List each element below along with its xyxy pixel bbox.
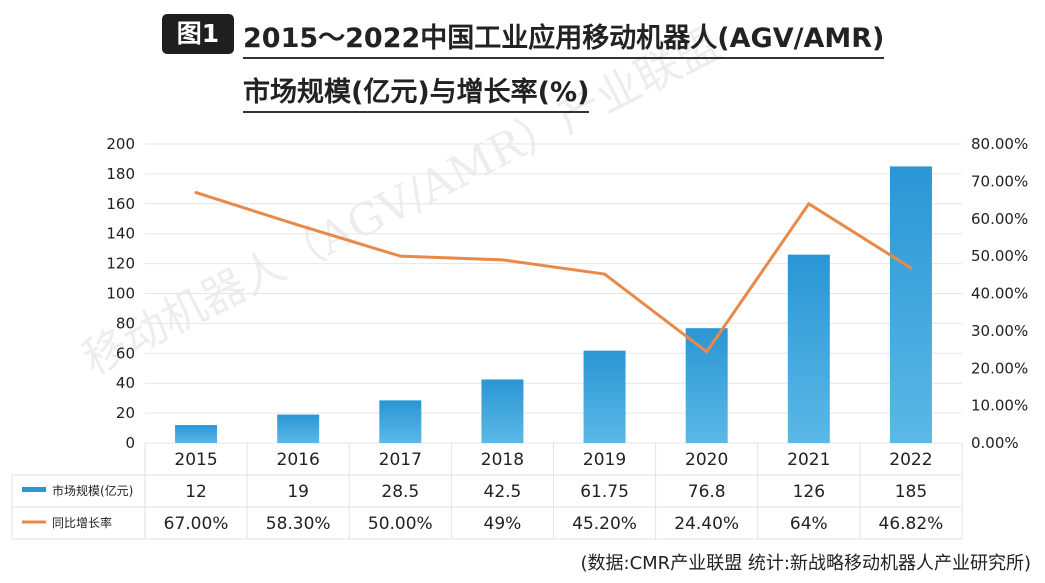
- growth-rate-line: [195, 191, 912, 354]
- line-point-2018: [500, 258, 504, 262]
- y-left-tick-label: 0: [125, 434, 135, 452]
- table-value-line-2020: 24.40%: [674, 514, 739, 534]
- y-right-tick-label: 80.00%: [971, 135, 1028, 153]
- bar-2017: [379, 400, 422, 443]
- x-tick-label: 2020: [685, 450, 728, 470]
- legend-swatch-bar: [22, 487, 46, 492]
- bar-2019: [583, 350, 626, 443]
- y-left-tick-label: 180: [106, 165, 135, 183]
- x-tick-label: 2015: [174, 450, 217, 470]
- bar-2020: [685, 328, 728, 443]
- y-left-tick-label: 40: [116, 374, 135, 392]
- y-left-tick-label: 120: [106, 255, 135, 273]
- table-value-line-2017: 50.00%: [368, 514, 433, 534]
- table-value-bar-2021: 126: [793, 482, 825, 502]
- line-point-2020: [705, 350, 709, 354]
- y-right-tick-label: 70.00%: [971, 172, 1028, 190]
- line-point-2015: [194, 191, 198, 195]
- source-note: (数据:CMR产业联盟 统计:新战略移动机器人产业研究所): [580, 553, 1032, 574]
- y-left-tick-label: 80: [116, 314, 135, 332]
- y-left-tick-label: 100: [106, 285, 135, 303]
- table-value-bar-2020: 76.8: [688, 482, 726, 502]
- x-tick-label: 2019: [583, 450, 626, 470]
- table-value-bar-2016: 19: [287, 482, 309, 502]
- bar-2016: [277, 414, 320, 443]
- legend-label-bar: 市场规模(亿元): [52, 483, 133, 498]
- y-right-tick-label: 0.00%: [971, 434, 1019, 452]
- y-left-tick-label: 200: [106, 135, 135, 153]
- y-left-tick-label: 60: [116, 344, 135, 362]
- line-point-2022: [909, 266, 913, 270]
- y-left-tick-label: 160: [106, 195, 135, 213]
- table-value-bar-2022: 185: [895, 482, 927, 502]
- y-left-tick-label: 20: [116, 404, 135, 422]
- bar-2018: [481, 379, 524, 443]
- bar-2021: [787, 254, 830, 443]
- line-point-2021: [807, 202, 811, 206]
- line-point-2019: [603, 272, 607, 276]
- bar-2015: [175, 425, 218, 443]
- table-value-bar-2015: 12: [185, 482, 207, 502]
- y-right-tick-label: 40.00%: [971, 285, 1028, 303]
- line-point-2017: [398, 254, 402, 258]
- chart-title-line-1: 2015～2022中国工业应用移动机器人(AGV/AMR): [243, 16, 885, 59]
- table-value-bar-2017: 28.5: [381, 482, 419, 502]
- y-right-tick-label: 30.00%: [971, 322, 1028, 340]
- x-tick-label: 2022: [889, 450, 932, 470]
- y-right-tick-label: 20.00%: [971, 359, 1028, 377]
- legend-label-line: 同比增长率: [52, 515, 112, 530]
- table-value-line-2019: 45.20%: [572, 514, 637, 534]
- y-right-tick-label: 60.00%: [971, 210, 1028, 228]
- y-right-tick-label: 50.00%: [971, 247, 1028, 265]
- table-value-line-2021: 64%: [790, 514, 828, 534]
- table-value-line-2018: 49%: [484, 514, 522, 534]
- figure-label: 图1: [162, 14, 234, 54]
- chart-title-line-2: 市场规模(亿元)与增长率(%): [243, 70, 590, 113]
- x-tick-label: 2021: [787, 450, 830, 470]
- x-tick-label: 2016: [277, 450, 320, 470]
- x-tick-label: 2018: [481, 450, 524, 470]
- table-value-bar-2018: 42.5: [484, 482, 522, 502]
- table-value-line-2022: 46.82%: [879, 514, 944, 534]
- table-value-bar-2019: 61.75: [580, 482, 629, 502]
- y-right-tick-label: 10.00%: [971, 397, 1028, 415]
- y-left-tick-label: 140: [106, 225, 135, 243]
- line-point-2016: [296, 223, 300, 227]
- x-tick-label: 2017: [379, 450, 422, 470]
- bar-2022: [889, 166, 932, 444]
- table-value-line-2016: 58.30%: [266, 514, 331, 534]
- table-value-line-2015: 67.00%: [164, 514, 229, 534]
